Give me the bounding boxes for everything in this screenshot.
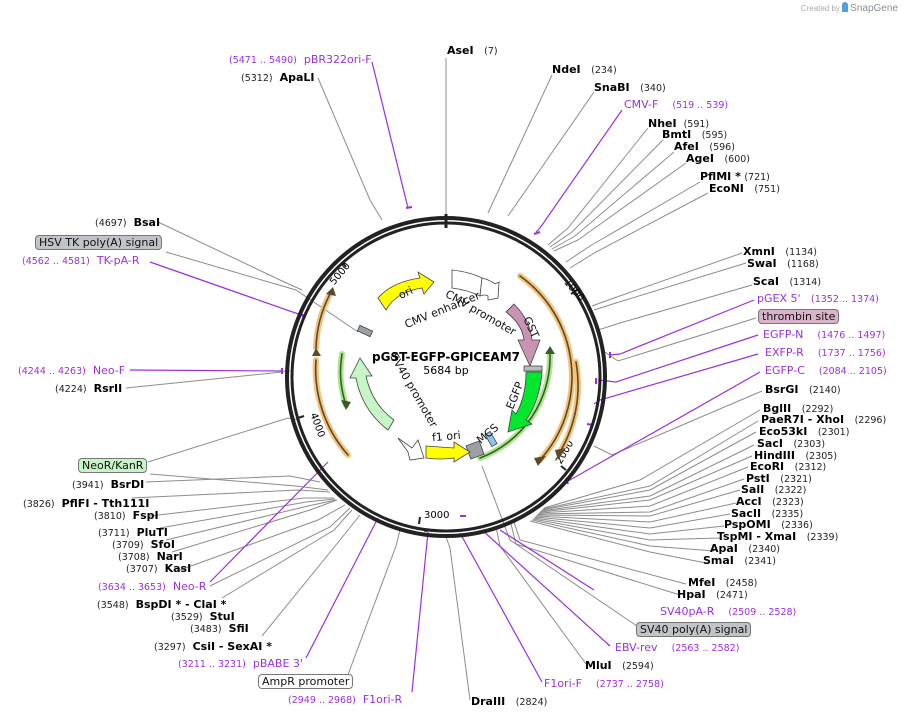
mcs-feature <box>484 430 498 448</box>
enzyme-label[interactable]: SmaI (2341) <box>703 554 776 567</box>
enzyme-label[interactable]: DraIII (2824) <box>471 695 548 708</box>
feature-label-ampr-promoter[interactable]: AmpR promoter <box>258 674 354 689</box>
enzyme-label[interactable]: (3529) StuI <box>171 610 235 623</box>
label-f1-ori: f1 ori <box>431 429 461 444</box>
enzyme-label[interactable]: (3297) CsiI - SexAI * <box>154 640 272 653</box>
enzyme-label[interactable]: BsrGI (2140) <box>765 383 841 396</box>
enzyme-label[interactable]: (5312) ApaLI <box>241 71 315 84</box>
enzyme-label[interactable]: NheI (591) <box>648 117 710 130</box>
primer-leader-lines <box>129 61 761 693</box>
enzyme-label[interactable]: BmtI (595) <box>662 128 728 141</box>
enzyme-label[interactable]: (4224) RsrII <box>55 382 123 395</box>
enzyme-label[interactable]: (3548) BspDI * - ClaI * <box>97 598 227 611</box>
enzyme-label[interactable]: (3941) BsrDI <box>72 478 145 491</box>
label-ori: ori <box>396 284 414 302</box>
enzyme-label[interactable]: PflMI * (721) <box>700 170 770 183</box>
primer-label[interactable]: EGFP-N (1476 .. 1497) <box>763 328 886 341</box>
enzyme-label[interactable]: AccI (2323) <box>736 495 804 508</box>
enzyme-label[interactable]: NdeI (234) <box>552 63 617 76</box>
plasmid-name: pGST-EGFP-GPICEAM7 <box>372 350 520 364</box>
enzyme-label[interactable]: ApaI (2340) <box>710 542 780 555</box>
snapgene-brand: Created by SnapGene <box>801 2 898 14</box>
enzyme-label[interactable]: MfeI (2458) <box>688 576 758 589</box>
thrombin-site-feature <box>523 365 543 372</box>
egfp-feature <box>507 371 543 433</box>
feature-label-thrombin[interactable]: thrombin site <box>758 309 840 324</box>
enzyme-label[interactable]: MluI (2594) <box>585 659 654 672</box>
tick-label-1000: 1000 <box>561 277 586 304</box>
enzyme-label[interactable]: (3709) SfoI <box>112 538 175 551</box>
enzyme-label[interactable]: XmnI (1134) <box>743 245 817 258</box>
plasmid-length: 5684 bp <box>423 364 469 377</box>
primer-label[interactable]: F1ori-F (2737 .. 2758) <box>544 677 664 690</box>
inner-features <box>349 269 543 463</box>
enzyme-label[interactable]: TspMI - XmaI (2339) <box>717 530 839 543</box>
tick-label-3000: 3000 <box>424 510 449 521</box>
primer-label[interactable]: EXFP-R (1737 .. 1756) <box>765 346 886 359</box>
feature-label-neor-kanr[interactable]: NeoR/KanR <box>78 458 148 473</box>
enzyme-label[interactable]: HindIII (2305) <box>754 449 838 462</box>
enzyme-label[interactable]: (3810) FspI <box>94 509 159 522</box>
ori-feature <box>377 271 435 311</box>
backbone-ring <box>285 214 607 538</box>
primer-label[interactable]: pGEX 5' (1352 .. 1374) <box>757 292 879 305</box>
enzyme-label[interactable]: EcoNI (751) <box>709 182 780 195</box>
enzyme-label[interactable]: BglII (2292) <box>763 402 834 415</box>
enzyme-label[interactable]: ScaI (1314) <box>753 275 822 288</box>
enzyme-label[interactable]: PstI (2321) <box>746 472 812 485</box>
gst-feature <box>505 303 541 368</box>
enzyme-label[interactable]: PaeR7I - XhoI (2296) <box>761 413 887 426</box>
enzyme-label[interactable]: (3826) PflFI - Tth111I <box>23 497 150 510</box>
primer-label[interactable]: CMV-F (519 .. 539) <box>624 98 729 111</box>
enzyme-label[interactable]: SwaI (1168) <box>747 257 819 270</box>
primer-label[interactable]: (2949 .. 2968) F1ori-R <box>288 693 403 706</box>
gray-marker-feature <box>356 324 374 338</box>
enzyme-label[interactable]: (4697) BsaI <box>95 216 161 229</box>
enzyme-label[interactable]: (3708) NarI <box>118 550 183 563</box>
enzyme-label[interactable]: PspOMI (2336) <box>724 518 813 531</box>
primer-label[interactable]: (3634 .. 3653) Neo-R <box>98 580 207 593</box>
brand-created-by: Created by <box>800 4 840 13</box>
snapgene-logo-icon <box>842 2 849 12</box>
brand-name: SnapGene <box>850 3 898 14</box>
enzyme-label[interactable]: SalI (2322) <box>741 483 807 496</box>
enzyme-label[interactable]: HpaI (2471) <box>677 588 748 601</box>
sv40-promoter-feature <box>349 357 395 431</box>
enzyme-label[interactable]: (3711) PluTI <box>98 526 168 539</box>
primer-label[interactable]: (4244 .. 4263) Neo-F <box>18 364 126 377</box>
cmv-promoter-feature <box>479 277 500 301</box>
primer-label[interactable]: (4562 .. 4581) TK-pA-R <box>22 254 140 267</box>
feature-label-hsv-tk-polya[interactable]: HSV TK poly(A) signal <box>35 235 163 250</box>
primer-label[interactable]: EBV-rev (2563 .. 2582) <box>615 641 740 654</box>
enzyme-label[interactable]: AgeI (600) <box>686 152 750 165</box>
enzyme-label[interactable]: SacII (2335) <box>731 507 804 520</box>
tick-marks <box>297 261 578 525</box>
outer-feature-arcs <box>312 273 581 463</box>
enzyme-label[interactable]: (3483) SfiI <box>190 622 249 635</box>
outer-arc-arrowheads <box>312 287 566 466</box>
primer-label[interactable]: (5471 .. 5490) pBR322ori-F <box>229 53 372 66</box>
enzyme-label[interactable]: AseI (7) <box>447 44 498 57</box>
enzyme-label[interactable]: SnaBI (340) <box>594 81 666 94</box>
enzyme-label[interactable]: EcoRI (2312) <box>750 460 827 473</box>
enzyme-label[interactable]: AfeI (596) <box>674 140 735 153</box>
enzyme-label[interactable]: (3707) KasI <box>126 562 192 575</box>
primer-label[interactable]: EGFP-C (2084 .. 2105) <box>765 364 887 377</box>
feature-label-sv40-polya[interactable]: SV40 poly(A) signal <box>636 622 752 637</box>
primer-label[interactable]: SV40pA-R (2509 .. 2528) <box>660 605 797 618</box>
enzyme-label[interactable]: SacI (2303) <box>757 437 826 450</box>
enzyme-label[interactable]: Eco53kI (2301) <box>759 425 850 438</box>
enzyme-leader-lines <box>125 58 763 701</box>
primer-label[interactable]: (3211 .. 3231) pBABE 3' <box>178 657 303 670</box>
f1-ori-feature <box>425 441 471 463</box>
ampr-promoter-feature <box>397 437 425 461</box>
